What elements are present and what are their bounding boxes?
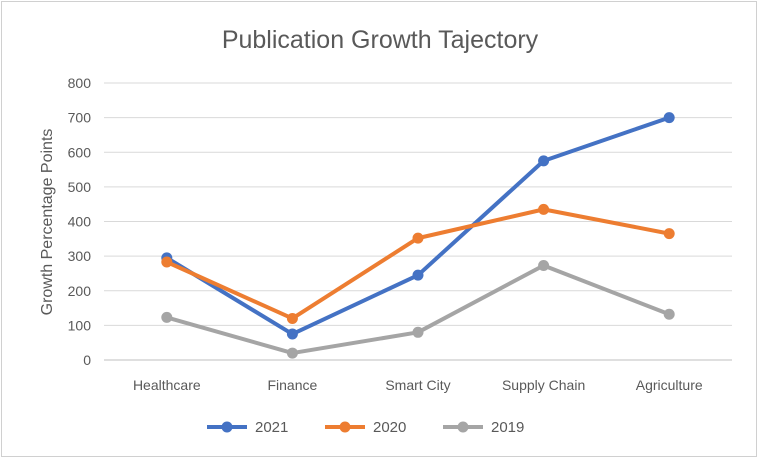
x-tick-label: Smart City bbox=[385, 377, 450, 393]
series-line-2021 bbox=[164, 115, 672, 337]
data-point-2019 bbox=[538, 259, 550, 271]
legend: 2021 2020 2019 bbox=[207, 419, 524, 436]
series-group bbox=[161, 112, 675, 359]
legend-marker bbox=[221, 421, 233, 433]
y-tick-label: 800 bbox=[68, 75, 92, 91]
data-point-2019 bbox=[161, 311, 173, 323]
x-tick-label: Agriculture bbox=[636, 377, 703, 393]
data-point-2021 bbox=[663, 112, 675, 124]
data-point-2021 bbox=[538, 155, 550, 167]
data-point-2019 bbox=[412, 326, 424, 338]
series-2020 bbox=[161, 203, 675, 324]
series-2021 bbox=[161, 112, 675, 340]
legend-label: 2021 bbox=[255, 419, 288, 436]
x-axis-ticks: Healthcare Finance Smart City Supply Chain A… bbox=[133, 377, 703, 393]
legend-item-2019: 2019 bbox=[443, 419, 524, 436]
y-tick-label: 0 bbox=[83, 352, 91, 368]
y-tick-label: 300 bbox=[68, 248, 92, 264]
data-point-2020 bbox=[161, 256, 173, 268]
y-tick-label: 700 bbox=[68, 110, 92, 126]
y-tick-label: 200 bbox=[68, 283, 92, 299]
y-tick-label: 600 bbox=[68, 144, 92, 160]
legend-label: 2019 bbox=[491, 419, 524, 436]
legend-item-2021: 2021 bbox=[207, 419, 288, 436]
gridlines bbox=[104, 82, 732, 361]
legend-label: 2020 bbox=[373, 419, 406, 436]
data-point-2020 bbox=[412, 232, 424, 244]
x-tick-label: Finance bbox=[267, 377, 317, 393]
series-2019 bbox=[161, 259, 675, 359]
data-point-2019 bbox=[663, 308, 675, 320]
legend-marker bbox=[457, 421, 469, 433]
chart-title: Publication Growth Tajectory bbox=[222, 26, 539, 54]
y-tick-label: 100 bbox=[68, 317, 92, 333]
legend-item-2020: 2020 bbox=[325, 419, 406, 436]
y-axis-ticks: 0 100 200 300 400 500 600 700 800 bbox=[68, 75, 92, 368]
data-point-2020 bbox=[286, 312, 298, 324]
x-tick-label: Healthcare bbox=[133, 377, 201, 393]
y-tick-label: 400 bbox=[68, 214, 92, 230]
y-axis-label: Growth Percentage Points bbox=[39, 129, 56, 316]
x-tick-label: Supply Chain bbox=[502, 377, 585, 393]
data-point-2021 bbox=[286, 328, 298, 340]
data-point-2020 bbox=[538, 203, 550, 215]
data-point-2020 bbox=[663, 228, 675, 240]
legend-marker bbox=[339, 421, 351, 433]
data-point-2021 bbox=[412, 269, 424, 281]
data-point-2019 bbox=[286, 347, 298, 359]
y-tick-label: 500 bbox=[68, 179, 92, 195]
